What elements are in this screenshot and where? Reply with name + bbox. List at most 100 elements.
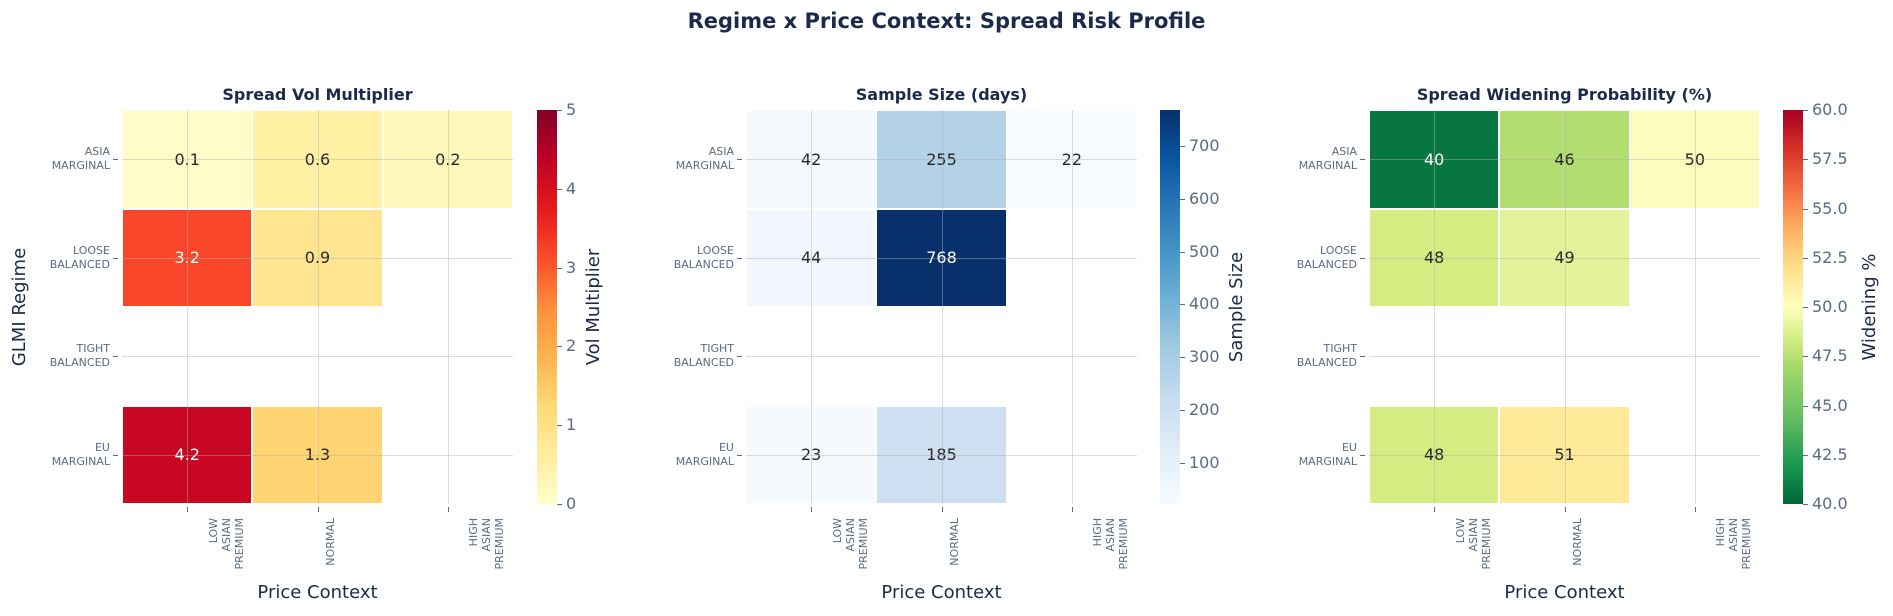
heatmap-cell[interactable]: 0.6 [252, 110, 383, 209]
cell-value: 50 [1684, 149, 1705, 169]
colorbar-tick-label: 40.0 [1803, 496, 1848, 512]
cell-value: 0.6 [304, 149, 331, 169]
heatmap-grid: 0.1 0.6 0.2 3.2 0.9 4.2 1.3 [122, 110, 513, 504]
x-tick-label: HIGH ASIAN PREMIUM [1714, 518, 1754, 570]
x-axis-label: Price Context [1504, 582, 1625, 603]
heatmap-cell[interactable]: 1.3 [252, 405, 383, 504]
heatmap-cell[interactable]: 48 [1369, 208, 1500, 307]
y-tick-label: LOOSE BALANCED [49, 243, 110, 271]
heatmap-cell[interactable]: 0.2 [382, 110, 513, 209]
gridline-horizontal [1369, 159, 1760, 161]
y-tick-label: LOOSE BALANCED [1296, 243, 1357, 271]
colorbar-label: Sample Size [1226, 251, 1247, 363]
colorbar-tick-label: 4 [557, 180, 576, 197]
colorbar-tick-label: 200 [1180, 401, 1220, 418]
heatmap-cell[interactable]: 23 [746, 405, 877, 504]
heatmap-cell[interactable]: 255 [876, 110, 1007, 209]
gridline-vertical [1694, 110, 1696, 504]
heatmap-cell[interactable]: 0.9 [252, 208, 383, 307]
y-tick-mark [113, 257, 118, 259]
x-tick-mark [1434, 507, 1436, 512]
colorbar-tick-label: 100 [1180, 454, 1220, 471]
x-tick-label: HIGH ASIAN PREMIUM [1091, 518, 1131, 570]
gridline-horizontal [746, 159, 1137, 161]
x-tick-mark [187, 507, 189, 512]
gridline-horizontal [1369, 257, 1760, 259]
gridline-vertical [1434, 110, 1436, 504]
cell-value: 22 [1061, 149, 1082, 169]
gridline-vertical [317, 110, 319, 504]
cell-value: 4.2 [174, 445, 200, 465]
colorbar-tick-label: 1 [557, 417, 576, 433]
heatmap-cell[interactable]: 48 [1369, 405, 1500, 504]
heatmap-cell[interactable]: 44 [746, 208, 877, 307]
y-axis-label: GLMI Regime [9, 247, 30, 367]
cell-value: 51 [1554, 445, 1575, 465]
colorbar-label: Vol Multiplier [583, 248, 604, 366]
x-axis-label: Price Context [881, 582, 1002, 603]
cell-value: 49 [1554, 248, 1575, 268]
y-tick-mark [737, 454, 742, 456]
cell-value: 23 [800, 445, 822, 465]
y-tick-label: TIGHT BALANCED [1296, 342, 1357, 370]
cell-value: 255 [926, 149, 957, 169]
gridline-vertical [187, 110, 189, 504]
x-tick-mark [1071, 507, 1073, 512]
colorbar-tick-label: 55.0 [1803, 200, 1848, 217]
colorbar-tick-label: 50.0 [1803, 299, 1848, 315]
x-tick-mark [811, 507, 813, 512]
cell-value: 0.1 [174, 149, 200, 169]
colorbar-tick-label: 400 [1180, 296, 1220, 312]
colorbar-tick-label: 42.5 [1803, 446, 1848, 463]
heatmap-grid: 42 255 22 44 768 23 185 [746, 110, 1137, 504]
colorbar-tick-label: 3 [557, 259, 576, 276]
y-tick-mark [737, 257, 742, 259]
colorbar-tick-label: 2 [557, 338, 576, 354]
heatmap-cell[interactable]: 22 [1006, 110, 1137, 209]
heatmap-cell[interactable]: 49 [1499, 208, 1630, 307]
x-tick-label: HIGH ASIAN PREMIUM [467, 518, 507, 570]
cell-value: 44 [800, 248, 822, 268]
y-tick-mark [737, 356, 742, 358]
subplot-title: Sample Size (days) [855, 85, 1028, 104]
subplot-title: Spread Widening Probability (%) [1416, 85, 1713, 104]
heatmap-cell[interactable]: 3.2 [122, 208, 253, 307]
gridline-horizontal [1369, 454, 1760, 456]
cell-value: 40 [1423, 149, 1445, 169]
y-tick-label: TIGHT BALANCED [49, 342, 110, 370]
heatmap-grid: 40 46 50 48 49 48 51 [1369, 110, 1760, 504]
heatmap-cell[interactable]: 40 [1369, 110, 1500, 209]
y-tick-mark [113, 454, 118, 456]
colorbar [1160, 110, 1180, 504]
y-tick-label: EU MARGINAL [1298, 440, 1357, 468]
colorbar-tick-label: 600 [1180, 190, 1220, 207]
gridline-horizontal [122, 356, 513, 358]
gridline-horizontal [746, 454, 1137, 456]
cell-value: 42 [800, 149, 822, 169]
heatmap-cell[interactable]: 185 [876, 405, 1007, 504]
colorbar-tick-label: 5 [557, 102, 576, 118]
colorbar-tick-label: 700 [1180, 137, 1220, 154]
y-tick-mark [1360, 356, 1365, 358]
heatmap-cell[interactable]: 4.2 [122, 405, 253, 504]
y-tick-label: EU MARGINAL [675, 440, 734, 468]
gridline-vertical [941, 110, 943, 504]
cell-value: 46 [1554, 149, 1575, 169]
colorbar-tick-label: 300 [1180, 349, 1220, 365]
y-tick-mark [1360, 454, 1365, 456]
heatmap-cell[interactable]: 768 [876, 208, 1007, 307]
heatmap-cell[interactable]: 0.1 [122, 110, 253, 209]
y-tick-mark [1360, 159, 1365, 161]
x-tick-mark [1564, 507, 1566, 512]
heatmap-cell[interactable]: 42 [746, 110, 877, 209]
heatmap-cell[interactable]: 51 [1499, 405, 1630, 504]
colorbar-tick-label: 47.5 [1803, 348, 1848, 364]
gridline-vertical [1071, 110, 1073, 504]
y-tick-label: EU MARGINAL [51, 440, 110, 468]
heatmap-cell[interactable]: 46 [1499, 110, 1630, 209]
y-tick-label: LOOSE BALANCED [673, 243, 734, 271]
heatmap-cell[interactable]: 50 [1629, 110, 1760, 209]
